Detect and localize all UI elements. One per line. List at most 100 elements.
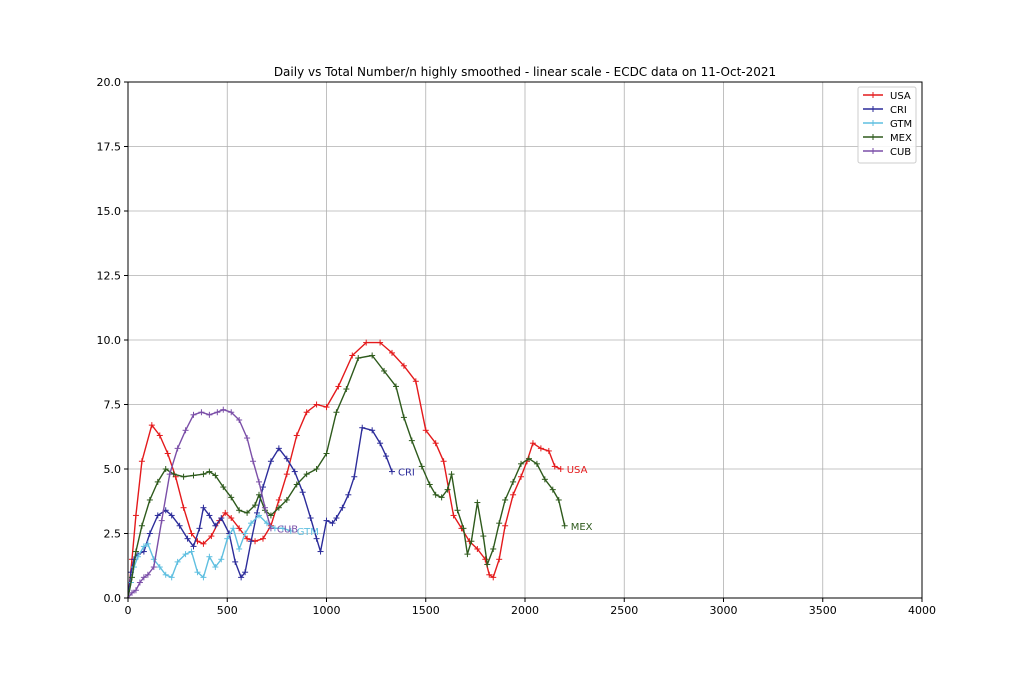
data-point [222, 509, 229, 516]
data-point [242, 569, 249, 576]
data-point [190, 472, 197, 479]
data-point [267, 525, 274, 532]
data-point [236, 545, 243, 552]
data-point [303, 409, 310, 416]
data-point [541, 476, 548, 483]
data-point [518, 473, 525, 480]
data-point [238, 574, 245, 581]
data-point [484, 561, 491, 568]
series-end-label-usa: USA [567, 465, 588, 476]
data-point [383, 453, 390, 460]
data-point [162, 571, 169, 578]
data-point [389, 349, 396, 356]
data-point [200, 574, 207, 581]
data-point [283, 471, 290, 478]
data-point [214, 409, 221, 416]
series-end-label-cri: CRI [398, 468, 415, 479]
data-point [144, 540, 151, 547]
data-point [392, 383, 399, 390]
data-point [440, 458, 447, 465]
data-point [182, 427, 189, 434]
data-point [561, 522, 568, 529]
data-point [224, 535, 231, 542]
data-point [156, 432, 163, 439]
data-point [510, 491, 517, 498]
data-point [518, 460, 525, 467]
data-point [369, 427, 376, 434]
series-line-gtm [127, 514, 292, 599]
data-point [136, 579, 143, 586]
series-end-label-gtm: GTM [297, 527, 319, 538]
data-point [474, 499, 481, 506]
data-point [190, 411, 197, 418]
data-point [236, 507, 243, 514]
data-point [156, 564, 163, 571]
data-point [212, 564, 219, 571]
data-point [537, 445, 544, 452]
data-point [482, 556, 489, 563]
data-point [293, 481, 300, 488]
data-point [228, 409, 235, 416]
data-point [212, 522, 219, 529]
data-point [275, 445, 282, 452]
data-point [218, 556, 225, 563]
data-point [551, 463, 558, 470]
data-point [345, 491, 352, 498]
data-point [283, 455, 290, 462]
data-point [400, 414, 407, 421]
data-point [545, 447, 552, 454]
data-point [293, 432, 300, 439]
data-point [184, 535, 191, 542]
data-point [377, 440, 384, 447]
data-point [168, 512, 175, 519]
data-point [533, 460, 540, 467]
data-point [287, 527, 294, 534]
data-point [422, 427, 429, 434]
data-point [343, 386, 350, 393]
data-point [248, 538, 255, 545]
data-point [496, 556, 503, 563]
data-point [220, 406, 227, 413]
data-point [275, 504, 282, 511]
data-point [450, 512, 457, 519]
data-point [438, 494, 445, 501]
data-point [168, 574, 175, 581]
data-point [291, 468, 298, 475]
data-point [256, 491, 263, 498]
data-point [144, 571, 151, 578]
data-point [180, 504, 187, 511]
data-point [200, 540, 207, 547]
data-point [174, 445, 181, 452]
data-point [138, 522, 145, 529]
chart-title: Daily vs Total Number/n highly smoothed … [274, 65, 776, 79]
data-point [244, 535, 251, 542]
data-point [259, 535, 266, 542]
data-point [299, 489, 306, 496]
data-point [194, 569, 201, 576]
legend-label: MEX [890, 133, 912, 144]
data-point [377, 339, 384, 346]
x-tick-label: 4000 [908, 604, 936, 617]
data-point [369, 352, 376, 359]
legend-label: GTM [890, 119, 912, 130]
data-point [162, 466, 169, 472]
data-point [134, 553, 141, 560]
data-point [196, 525, 203, 532]
data-point [242, 530, 249, 537]
data-point [150, 564, 157, 571]
data-point [303, 471, 310, 478]
legend-label: CUB [890, 147, 911, 158]
data-point [259, 484, 266, 491]
data-point [230, 525, 237, 532]
data-point [307, 515, 314, 522]
data-point [323, 404, 330, 411]
data-point [432, 491, 439, 498]
data-point [323, 517, 330, 524]
data-point [228, 515, 235, 522]
data-point [502, 522, 509, 529]
data-point [174, 558, 181, 565]
data-point [313, 401, 320, 408]
x-tick-label: 0 [125, 604, 132, 617]
